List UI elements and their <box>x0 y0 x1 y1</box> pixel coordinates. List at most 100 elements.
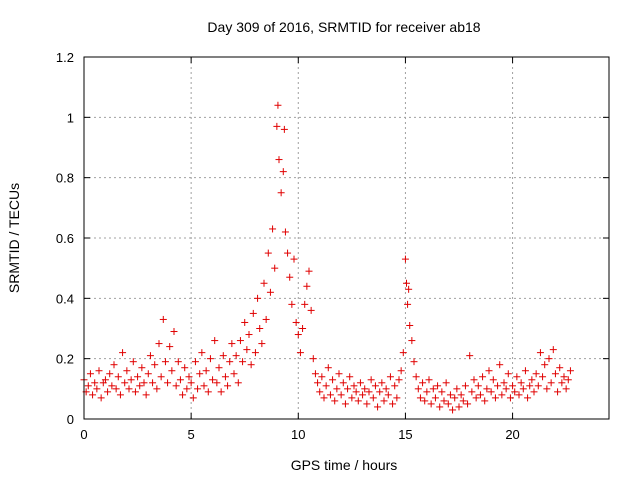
data-point <box>127 376 135 384</box>
data-point <box>264 249 272 257</box>
data-point <box>530 388 538 396</box>
data-point <box>284 249 292 257</box>
data-point <box>149 379 157 387</box>
data-point <box>403 279 410 287</box>
data-point <box>374 403 382 411</box>
data-point <box>311 370 319 378</box>
data-point <box>116 391 124 399</box>
data-point <box>196 370 204 378</box>
y-tick-label: 1 <box>67 110 74 125</box>
data-point <box>241 318 249 326</box>
data-point <box>337 391 345 399</box>
data-point <box>181 364 189 372</box>
x-tick-label: 15 <box>398 427 412 442</box>
data-point <box>461 382 469 390</box>
data-point <box>399 349 407 357</box>
data-point <box>339 379 347 387</box>
data-point <box>140 379 148 387</box>
data-point <box>247 361 255 369</box>
data-point <box>155 340 163 348</box>
data-point <box>104 388 112 396</box>
data-point <box>254 294 262 302</box>
data-point <box>326 391 334 399</box>
data-points <box>80 101 574 414</box>
data-point <box>519 385 527 393</box>
data-point <box>371 382 379 390</box>
data-point <box>483 385 491 393</box>
data-point <box>316 388 324 396</box>
data-point <box>273 122 281 130</box>
data-point <box>138 364 146 372</box>
data-point <box>318 373 326 381</box>
data-point <box>191 358 199 366</box>
data-point <box>500 379 508 387</box>
data-point <box>476 391 484 399</box>
data-point <box>376 388 384 396</box>
data-point <box>543 385 551 393</box>
data-point <box>367 376 375 384</box>
data-point <box>421 397 429 405</box>
data-point <box>245 331 253 339</box>
data-point <box>333 385 341 393</box>
data-point <box>179 391 187 399</box>
data-point <box>271 264 279 272</box>
data-point <box>110 361 118 369</box>
data-point <box>226 358 234 366</box>
x-tick-label: 10 <box>291 427 305 442</box>
data-point <box>474 382 482 390</box>
data-point <box>545 355 553 363</box>
data-point <box>479 373 487 381</box>
data-point <box>153 385 161 393</box>
data-point <box>269 225 277 233</box>
data-point <box>307 306 315 314</box>
data-point <box>393 394 401 402</box>
data-point <box>251 349 259 357</box>
data-point <box>391 382 399 390</box>
data-point <box>361 385 369 393</box>
data-point <box>159 315 167 323</box>
data-point <box>93 385 101 393</box>
data-point <box>84 382 92 390</box>
data-point <box>506 394 514 402</box>
data-point <box>142 391 150 399</box>
data-point <box>547 379 555 387</box>
data-point <box>457 391 465 399</box>
data-point <box>288 300 296 308</box>
x-tick-label: 20 <box>505 427 519 442</box>
data-point <box>91 379 99 387</box>
data-point <box>305 267 313 275</box>
data-point <box>472 394 480 402</box>
data-point <box>431 394 439 402</box>
data-point <box>146 352 154 360</box>
data-point <box>554 388 562 396</box>
data-point <box>219 352 227 360</box>
data-point <box>215 364 223 372</box>
data-point <box>502 385 510 393</box>
data-point <box>280 125 288 133</box>
data-point <box>451 394 459 402</box>
data-point <box>504 370 512 378</box>
data-point <box>187 379 195 387</box>
data-point <box>532 370 540 378</box>
data-point <box>378 379 386 387</box>
data-point <box>286 273 294 281</box>
data-point <box>234 379 242 387</box>
data-point <box>468 388 476 396</box>
data-point <box>354 397 362 405</box>
data-point <box>389 400 397 408</box>
data-point <box>274 101 282 109</box>
data-point <box>436 403 444 411</box>
data-point <box>459 397 467 405</box>
data-point <box>481 397 489 405</box>
data-point <box>509 382 517 390</box>
data-point <box>541 361 549 369</box>
data-point <box>419 379 427 387</box>
data-point <box>89 391 97 399</box>
data-point <box>303 282 311 290</box>
data-point <box>346 373 354 381</box>
data-point <box>549 346 557 354</box>
data-point <box>382 385 390 393</box>
data-point <box>359 391 367 399</box>
data-point <box>294 331 302 339</box>
data-point <box>108 382 116 390</box>
